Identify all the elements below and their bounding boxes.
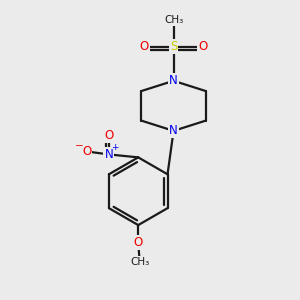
Text: +: + bbox=[112, 142, 119, 152]
Text: CH₃: CH₃ bbox=[130, 257, 149, 267]
Text: O: O bbox=[82, 145, 91, 158]
Text: O: O bbox=[104, 129, 113, 142]
Text: O: O bbox=[140, 40, 149, 53]
Text: S: S bbox=[170, 40, 177, 53]
Text: CH₃: CH₃ bbox=[164, 15, 183, 26]
Text: O: O bbox=[198, 40, 208, 53]
Text: N: N bbox=[169, 124, 178, 137]
Text: −: − bbox=[75, 141, 84, 151]
Text: O: O bbox=[134, 236, 143, 249]
Text: N: N bbox=[169, 74, 178, 87]
Text: N: N bbox=[104, 148, 113, 161]
